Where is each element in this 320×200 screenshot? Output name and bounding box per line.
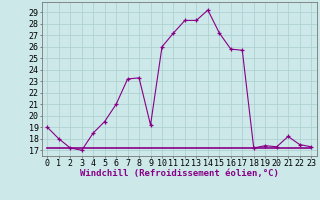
X-axis label: Windchill (Refroidissement éolien,°C): Windchill (Refroidissement éolien,°C) (80, 169, 279, 178)
